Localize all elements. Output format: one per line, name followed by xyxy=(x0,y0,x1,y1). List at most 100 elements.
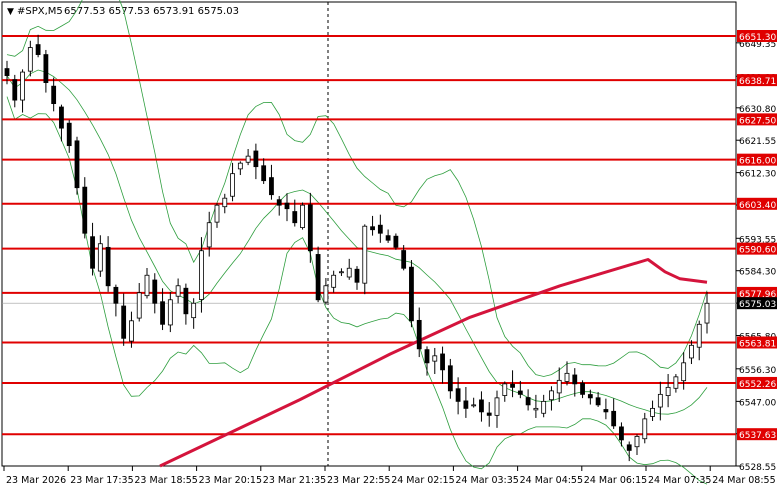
candle-body xyxy=(222,197,228,208)
candle-body xyxy=(59,106,64,129)
symbol-menu-icon[interactable]: ▼ xyxy=(7,7,14,17)
candle-body xyxy=(393,235,399,248)
candle-body xyxy=(300,204,305,228)
candle-body xyxy=(269,177,274,196)
candle-body xyxy=(144,274,150,297)
level-tag-label: 6552.26 xyxy=(739,380,776,390)
candle-body xyxy=(27,47,33,72)
level-tag-label: 6616.00 xyxy=(739,157,776,167)
candle-body xyxy=(35,44,41,55)
level-tag-label: 6651.30 xyxy=(739,33,776,43)
candle-body xyxy=(665,386,671,396)
x-tick-label: 23 Mar 22:55 xyxy=(327,475,390,486)
candle-body xyxy=(136,292,142,319)
candle-body xyxy=(486,412,492,416)
y-tick-label: 6612.30 xyxy=(739,170,776,180)
price-tags: 6651.30 6638.71 6627.50 6616.00 6603.40 6590.… xyxy=(737,30,777,441)
candle-body xyxy=(354,268,360,283)
candle-body xyxy=(113,286,119,304)
y-tick-label: 6584.30 xyxy=(739,268,776,278)
candle-body xyxy=(525,397,531,406)
level-tag xyxy=(737,336,777,349)
current-price-label: 6575.03 xyxy=(739,300,776,310)
level-tag xyxy=(737,376,777,389)
y-tick-label: 6547.00 xyxy=(739,398,776,408)
level-tag xyxy=(737,428,777,441)
candle-body xyxy=(533,407,539,411)
candle-body xyxy=(634,435,640,448)
x-tick-label: 24 Mar 07:35 xyxy=(648,475,711,486)
candle-body xyxy=(183,287,189,315)
plot-frame xyxy=(1,1,737,467)
x-tick-label: 23 Mar 20:15 xyxy=(199,475,262,486)
candle-body xyxy=(237,162,243,170)
candle-body xyxy=(689,344,694,359)
candle-body xyxy=(479,399,484,413)
candle-body xyxy=(494,397,500,416)
candle-body xyxy=(307,204,313,252)
candle-body xyxy=(650,407,655,417)
candlesticks xyxy=(4,34,710,462)
level-tag xyxy=(737,286,777,299)
candle-body xyxy=(681,362,687,382)
level-tag xyxy=(737,74,777,87)
level-tag-label: 6627.50 xyxy=(739,116,776,126)
candle-body xyxy=(580,382,585,395)
candle-body xyxy=(611,410,617,427)
candle-body xyxy=(105,246,111,287)
y-tick-label: 6621.55 xyxy=(739,137,776,147)
candle-body xyxy=(121,305,127,339)
y-tick-label: 6556.30 xyxy=(739,366,776,376)
level-tag xyxy=(737,30,777,42)
candle-body xyxy=(323,285,329,303)
x-tick-label: 24 Mar 02:15 xyxy=(391,475,454,486)
level-tag xyxy=(737,153,777,166)
x-tick-label: 23 Mar 17:35 xyxy=(70,475,133,486)
candle-body xyxy=(82,186,88,234)
level-tag xyxy=(737,197,777,210)
candle-body xyxy=(377,224,383,234)
candle-body xyxy=(704,302,710,324)
candle-body xyxy=(43,54,49,83)
candle-body xyxy=(66,122,72,147)
level-tag-label: 6577.96 xyxy=(739,290,776,300)
y-tick-label: 6649.35 xyxy=(739,40,776,50)
level-tag xyxy=(737,242,777,255)
x-tick-label: 24 Mar 03:35 xyxy=(455,475,518,486)
moving-average-line xyxy=(159,258,708,468)
candle-body xyxy=(502,383,508,396)
candle-body xyxy=(346,267,352,278)
candle-body xyxy=(626,444,632,451)
x-tick-label: 24 Mar 08:55 xyxy=(712,475,775,486)
candle-body xyxy=(362,225,368,284)
candle-body xyxy=(191,302,197,319)
level-tag-label: 6603.40 xyxy=(739,201,776,211)
candle-body xyxy=(206,222,212,248)
candle-body xyxy=(167,299,173,326)
level-tag-label: 6563.81 xyxy=(739,339,776,349)
candle-body xyxy=(587,394,593,399)
x-tick-label: 24 Mar 06:15 xyxy=(584,475,647,486)
candle-body xyxy=(471,404,477,407)
candle-body xyxy=(455,388,461,402)
candle-body xyxy=(315,254,321,301)
candle-body xyxy=(549,390,554,401)
candle-body xyxy=(284,202,290,210)
candle-body xyxy=(339,271,344,274)
candle-body xyxy=(385,235,391,241)
candle-body xyxy=(463,400,469,409)
candle-body xyxy=(619,426,624,441)
candle-body xyxy=(4,68,10,76)
candle-body xyxy=(51,85,57,105)
candle-body xyxy=(424,349,430,364)
candle-body xyxy=(175,285,181,297)
y-tick-label: 6528.55 xyxy=(739,463,776,473)
candle-body xyxy=(276,199,282,206)
candle-body xyxy=(673,376,679,389)
candle-body xyxy=(292,211,298,224)
level-tag-label: 6537.63 xyxy=(739,431,776,441)
candle-body xyxy=(572,374,578,385)
